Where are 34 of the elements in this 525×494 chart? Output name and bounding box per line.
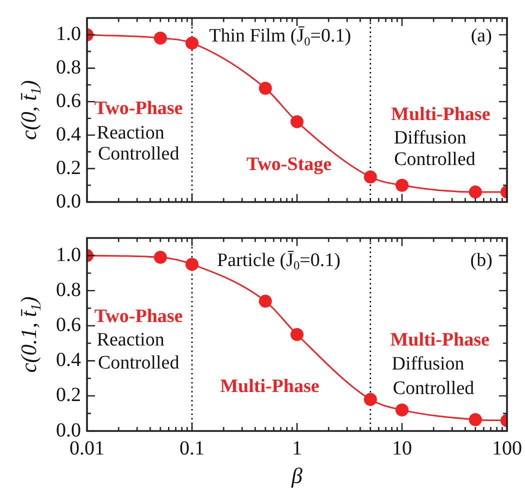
annotation: Two-Phase xyxy=(94,98,183,119)
y-tick-label: 0.6 xyxy=(56,90,81,112)
annotation: Controlled xyxy=(98,143,180,164)
annotation: Diffusion xyxy=(394,128,467,149)
y-tick-label: 0.2 xyxy=(56,156,81,179)
annotation: (a) xyxy=(470,25,492,46)
annotation: Multi-Phase xyxy=(220,376,320,398)
y-tick-label: 0.4 xyxy=(56,123,81,146)
y-tick-label: 1.0 xyxy=(56,22,81,45)
y-tick-label: 0.8 xyxy=(56,278,81,301)
annotation: Two-Stage xyxy=(246,154,332,176)
annotation: Reaction xyxy=(96,330,165,351)
annotation: (b) xyxy=(470,250,492,271)
y-tick-label: 0.4 xyxy=(56,349,81,372)
annotation: Diffusion xyxy=(392,353,465,374)
annotation: Controlled xyxy=(394,149,476,170)
y-tick-label: 1.0 xyxy=(56,244,81,266)
y-tick-label: 0.6 xyxy=(56,314,81,336)
y-axis-title: c(0, t̄1) xyxy=(16,80,44,140)
x-tick-label: 100 xyxy=(492,437,522,460)
x-tick-label: 0.1 xyxy=(180,437,204,460)
annotation: Two-Phase xyxy=(94,306,183,327)
x-tick-label: 10 xyxy=(392,437,412,460)
annotation: Controlled xyxy=(98,352,180,374)
annotation: Multi-Phase xyxy=(391,104,490,125)
annotation: Multi-Phase xyxy=(390,330,490,351)
annotation: Controlled xyxy=(392,378,475,399)
annotation: Reaction xyxy=(96,122,165,144)
x-tick-label: 1 xyxy=(292,437,302,460)
y-tick-label: 0.2 xyxy=(56,384,81,406)
y-axis-title: c(0.1, t̄1) xyxy=(16,296,44,373)
x-axis-title: β xyxy=(290,462,303,488)
y-tick-label: 0.0 xyxy=(56,190,81,212)
y-tick-label: 0.8 xyxy=(56,56,81,78)
